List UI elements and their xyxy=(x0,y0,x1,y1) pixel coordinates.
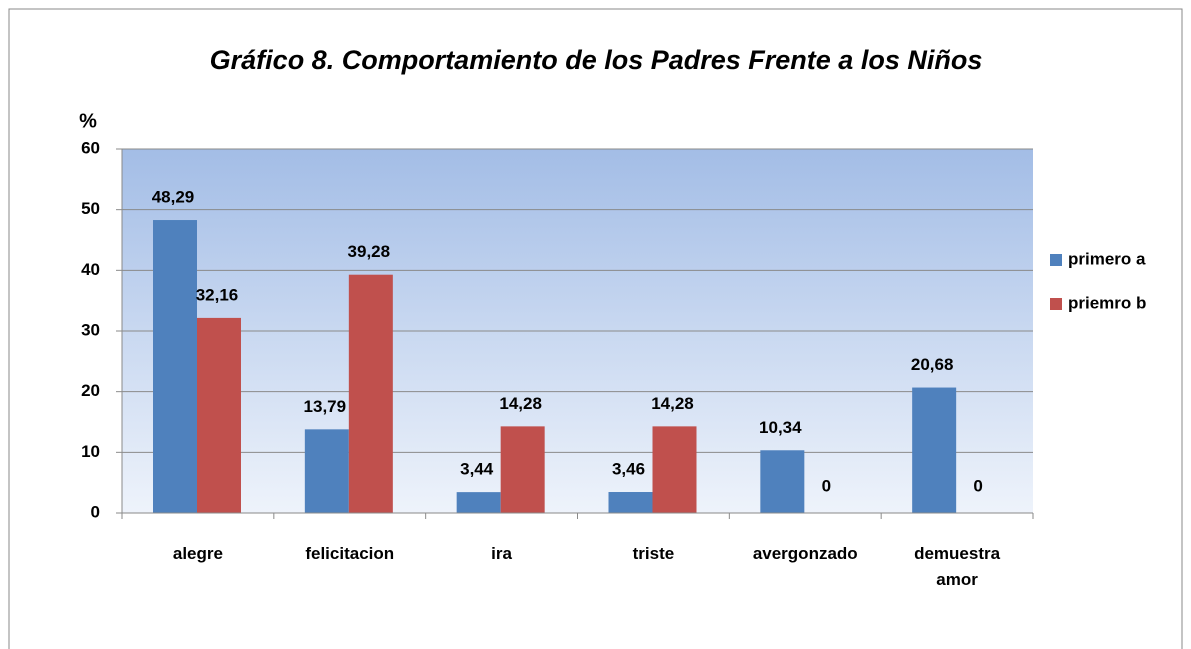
data-label: 14,28 xyxy=(499,394,542,413)
data-label: 10,34 xyxy=(759,418,802,437)
y-tick-label: 10 xyxy=(81,442,100,461)
chart-title: Gráfico 8. Comportamiento de los Padres … xyxy=(210,45,983,75)
bar xyxy=(912,387,957,513)
bar xyxy=(456,492,501,513)
y-tick-label: 60 xyxy=(81,138,100,157)
y-tick-label: 50 xyxy=(81,199,100,218)
data-label: 13,79 xyxy=(304,397,347,416)
legend-swatch xyxy=(1050,298,1062,310)
x-tick-label: triste xyxy=(632,544,675,563)
y-tick-label: 20 xyxy=(81,381,100,400)
legend-label: priemro b xyxy=(1068,293,1146,312)
bar xyxy=(348,274,393,513)
bar xyxy=(153,220,197,514)
y-tick-label: 40 xyxy=(81,260,100,279)
bar xyxy=(500,426,545,513)
x-tick-label: alegre xyxy=(172,544,223,563)
x-tick-label: avergonzado xyxy=(752,544,858,563)
data-label: 3,46 xyxy=(612,459,645,478)
bar xyxy=(652,426,697,513)
bar xyxy=(197,317,241,513)
data-label: 20,68 xyxy=(911,355,954,374)
x-tick-label: ira xyxy=(491,544,512,563)
y-tick-label: 30 xyxy=(81,320,100,339)
legend-label: primero a xyxy=(1068,249,1146,268)
x-tick-label: demuestra amor xyxy=(914,544,1001,589)
y-tick-label: 0 xyxy=(91,502,100,521)
bar xyxy=(608,492,653,513)
data-label: 48,29 xyxy=(152,188,195,207)
bar xyxy=(760,450,805,513)
y-axis-label: % xyxy=(79,110,97,132)
data-label: 32,16 xyxy=(196,285,239,304)
data-label: 14,28 xyxy=(651,394,694,413)
data-label: 0 xyxy=(973,476,982,495)
bar xyxy=(304,429,349,513)
legend-swatch xyxy=(1050,254,1062,266)
data-label: 3,44 xyxy=(460,460,494,479)
x-tick-label: felicitacion xyxy=(305,544,395,563)
data-label: 39,28 xyxy=(348,242,391,261)
data-label: 0 xyxy=(822,476,831,495)
